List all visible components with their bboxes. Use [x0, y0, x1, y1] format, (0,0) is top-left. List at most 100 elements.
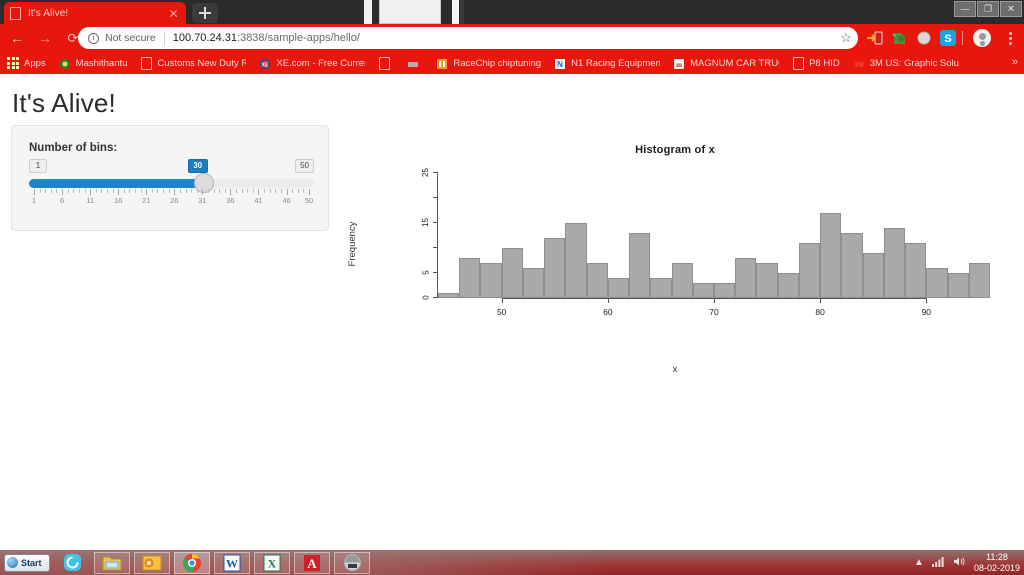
- y-axis-tick-label: 25: [421, 168, 430, 177]
- divider: [163, 31, 165, 45]
- bookmark-racechip[interactable]: RaceChip chiptuning: [436, 54, 541, 72]
- bookmark-star-icon[interactable]: ☆: [840, 30, 852, 45]
- svg-text:m: m: [676, 61, 682, 69]
- slider-value-badge: 30: [187, 159, 208, 173]
- restore-button[interactable]: ❐: [977, 1, 999, 17]
- taskbar-item-chrome[interactable]: [174, 551, 210, 574]
- slider-tick: [146, 189, 148, 195]
- new-tab-button[interactable]: [192, 3, 218, 23]
- racechip-icon: [436, 57, 448, 69]
- slider-tick: [106, 189, 108, 193]
- slider-tick-label: 6: [59, 196, 65, 205]
- clock[interactable]: 11:28 08-02-2019: [974, 552, 1020, 574]
- tab-title: It's Alive!: [28, 7, 69, 19]
- avatar[interactable]: [973, 29, 991, 47]
- svg-text:W: W: [226, 556, 238, 570]
- bookmarks-overflow-icon[interactable]: »: [1011, 56, 1018, 68]
- histogram-bar: [820, 213, 842, 298]
- clock-date: 08-02-2019: [973, 562, 1020, 573]
- slider-tick: [247, 189, 249, 193]
- bookmark-xe-com[interactable]: XE XE.com - Free Curren: [259, 54, 365, 72]
- bookmark-magnum-car-truck[interactable]: m MAGNUM CAR TRUC: [673, 54, 779, 72]
- slider-tick-label: 11: [86, 196, 95, 205]
- chart-title: Histogram of x: [635, 144, 715, 156]
- slider-tick: [224, 189, 226, 193]
- bookmark-p8-hid[interactable]: P8 HID: [792, 54, 840, 72]
- slider-handle[interactable]: [193, 173, 214, 193]
- reload-button[interactable]: ⟳: [62, 27, 84, 49]
- tab-strip: It's Alive! — ❐ ✕: [0, 0, 1024, 24]
- taskbar-item-outlook[interactable]: [134, 551, 170, 574]
- slider-tick-label: 21: [142, 196, 151, 205]
- info-icon[interactable]: [88, 32, 99, 44]
- bookmark-label: RaceChip chiptuning: [453, 57, 542, 69]
- slider-tick: [309, 189, 310, 195]
- svg-text:S: S: [944, 33, 951, 45]
- slider-track[interactable]: [29, 179, 314, 188]
- slider-tick: [101, 189, 103, 193]
- bookmark-n1-racing[interactable]: N N1 Racing Equipmen: [554, 54, 660, 72]
- 3m-icon: 3M: [853, 57, 865, 69]
- slider-min-label: 1: [29, 159, 47, 173]
- skype-icon[interactable]: S: [939, 29, 957, 47]
- y-axis-label: Frequency: [347, 221, 358, 267]
- network-icon[interactable]: [931, 556, 945, 570]
- histogram-bar: [968, 263, 990, 298]
- slider-tick: [73, 189, 75, 193]
- word-icon: W: [223, 554, 241, 571]
- push-to-mobile-icon[interactable]: [866, 29, 884, 47]
- histogram-bar: [714, 283, 736, 298]
- show-hidden-icons[interactable]: ▲: [914, 557, 924, 568]
- chrome-menu-icon[interactable]: [1003, 28, 1017, 48]
- grey-circle-icon[interactable]: [915, 29, 933, 47]
- taskbar-item-sync-app[interactable]: [54, 552, 90, 574]
- forward-button[interactable]: →: [34, 27, 56, 49]
- bookmark-apps[interactable]: Apps: [7, 54, 46, 72]
- bookmark-3m-us[interactable]: 3M 3M US: Graphic Solut: [853, 54, 959, 72]
- taskbar-item-adobe-reader[interactable]: A: [294, 551, 330, 574]
- back-button[interactable]: ←: [6, 27, 28, 49]
- svg-text:A: A: [307, 556, 317, 571]
- bins-slider[interactable]: 1 50 30 1 6 11 16 21 26 31 36 41 46 50: [29, 159, 314, 215]
- histogram-bar: [883, 228, 906, 298]
- start-label: Start: [21, 557, 42, 568]
- evernote-icon[interactable]: [890, 29, 908, 47]
- close-window-button[interactable]: ✕: [1000, 1, 1022, 17]
- slider-tick: [297, 189, 299, 193]
- histogram-bars: [438, 168, 990, 298]
- slider-tick-label: 1: [31, 196, 37, 205]
- taskbar: Start W X A ▲: [0, 550, 1024, 575]
- taskbar-item-file-explorer[interactable]: [94, 551, 130, 574]
- slider-tick-labels: 1 6 11 16 21 26 31 36 41 46 50: [29, 196, 314, 208]
- start-button[interactable]: Start: [4, 553, 50, 572]
- bookmark-mashithantu[interactable]: Mashithantu: [59, 54, 127, 72]
- volume-icon[interactable]: [953, 556, 966, 570]
- minimize-button[interactable]: —: [954, 1, 976, 17]
- taskbar-item-excel[interactable]: X: [254, 551, 290, 574]
- bookmark-label: Apps: [24, 57, 46, 69]
- address-bar[interactable]: Not secure 100.70.24.31:3838/sample-apps…: [78, 27, 858, 49]
- apps-grid-icon: [7, 57, 19, 69]
- bookmark-unnamed-1[interactable]: [378, 54, 394, 72]
- histogram-bar: [926, 268, 948, 298]
- close-icon[interactable]: [167, 7, 180, 20]
- slider-tick: [95, 189, 97, 193]
- taskbar-item-pro-app[interactable]: [334, 551, 370, 574]
- tab-its-alive[interactable]: It's Alive!: [4, 2, 186, 24]
- y-axis-tick: [433, 246, 438, 248]
- bookmark-customs-new-duty[interactable]: Customs New Duty R: [140, 54, 246, 72]
- slider-tick: [241, 189, 243, 193]
- y-axis-tick: [433, 171, 438, 173]
- bookmark-label: N1 Racing Equipmen: [571, 57, 661, 69]
- x-axis-tick: [820, 298, 822, 303]
- bookmark-label: MAGNUM CAR TRUC: [690, 57, 780, 69]
- bookmarks-bar: Apps Mashithantu Customs New Duty R XE X…: [0, 52, 1024, 74]
- xe-icon: XE: [259, 57, 271, 70]
- slider-tick: [67, 189, 69, 193]
- bookmark-unnamed-2[interactable]: [407, 54, 423, 72]
- slider-tick: [78, 189, 80, 193]
- taskbar-item-word[interactable]: W: [214, 551, 250, 574]
- slider-tick: [264, 189, 266, 193]
- slider-tick: [84, 189, 86, 193]
- reload-icon: ⟳: [67, 30, 79, 46]
